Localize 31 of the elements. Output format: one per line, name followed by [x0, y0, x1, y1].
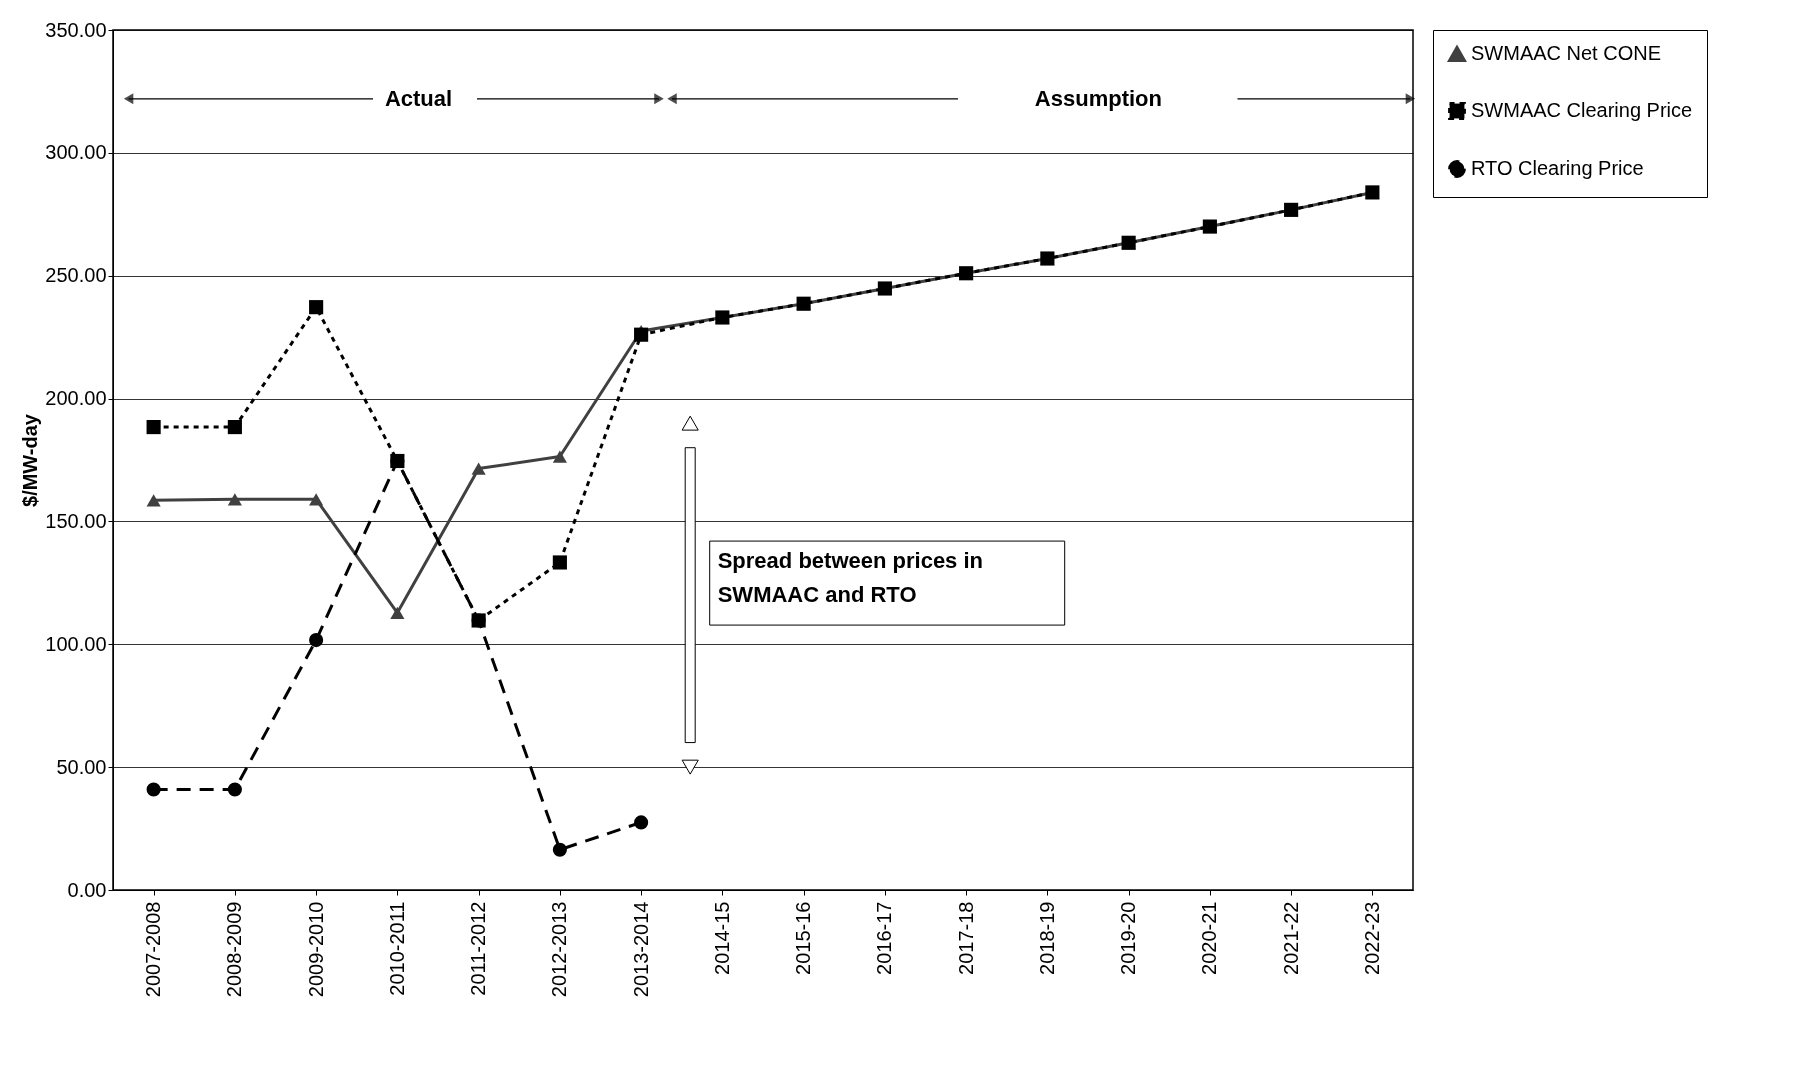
x-tick-label: 2015-16 — [792, 901, 815, 975]
y-tick-label: 200.00 — [45, 387, 107, 410]
x-tick-label: 2019-20 — [1117, 901, 1140, 975]
x-tick-label: 2007-2008 — [142, 901, 165, 998]
annotation: Assumption — [1034, 85, 1162, 111]
x-tick-label: 2009-2010 — [304, 901, 327, 998]
x-tick-label: 2013-2014 — [629, 901, 652, 998]
annotation: Actual — [384, 85, 453, 111]
y-tick-label: 100.00 — [45, 632, 107, 655]
annotation: Spread between prices in SWMAAC and RTO — [717, 548, 984, 608]
legend-label: RTO Clearing Price — [1471, 157, 1644, 179]
x-tick-label: 2014-15 — [710, 901, 733, 975]
x-tick-label: 2018-19 — [1035, 901, 1058, 975]
legend-label: SWMAAC Clearing Price — [1471, 99, 1693, 121]
y-tick-label: 250.00 — [45, 264, 107, 287]
x-tick-label: 2011-2012 — [467, 901, 490, 996]
x-tick-label: 2020-21 — [1198, 901, 1221, 975]
y-tick-label: 50.00 — [56, 755, 107, 778]
y-axis-title: $/MW-day — [19, 413, 42, 507]
x-tick-label: 2021-22 — [1279, 901, 1302, 975]
legend-label: SWMAAC Net CONE — [1471, 42, 1662, 64]
y-tick-label: 300.00 — [45, 141, 107, 164]
x-tick-label: 2008-2009 — [223, 901, 246, 998]
y-tick-label: 350.00 — [45, 18, 107, 41]
x-tick-label: 2022-23 — [1360, 901, 1383, 975]
x-tick-label: 2017-18 — [954, 901, 977, 975]
x-tick-label: 2016-17 — [873, 901, 896, 975]
x-tick-label: 2012-2013 — [548, 901, 571, 998]
y-tick-label: 0.00 — [67, 878, 107, 901]
x-tick-label: 2010-2011 — [385, 901, 408, 996]
y-tick-label: 150.00 — [45, 509, 107, 532]
